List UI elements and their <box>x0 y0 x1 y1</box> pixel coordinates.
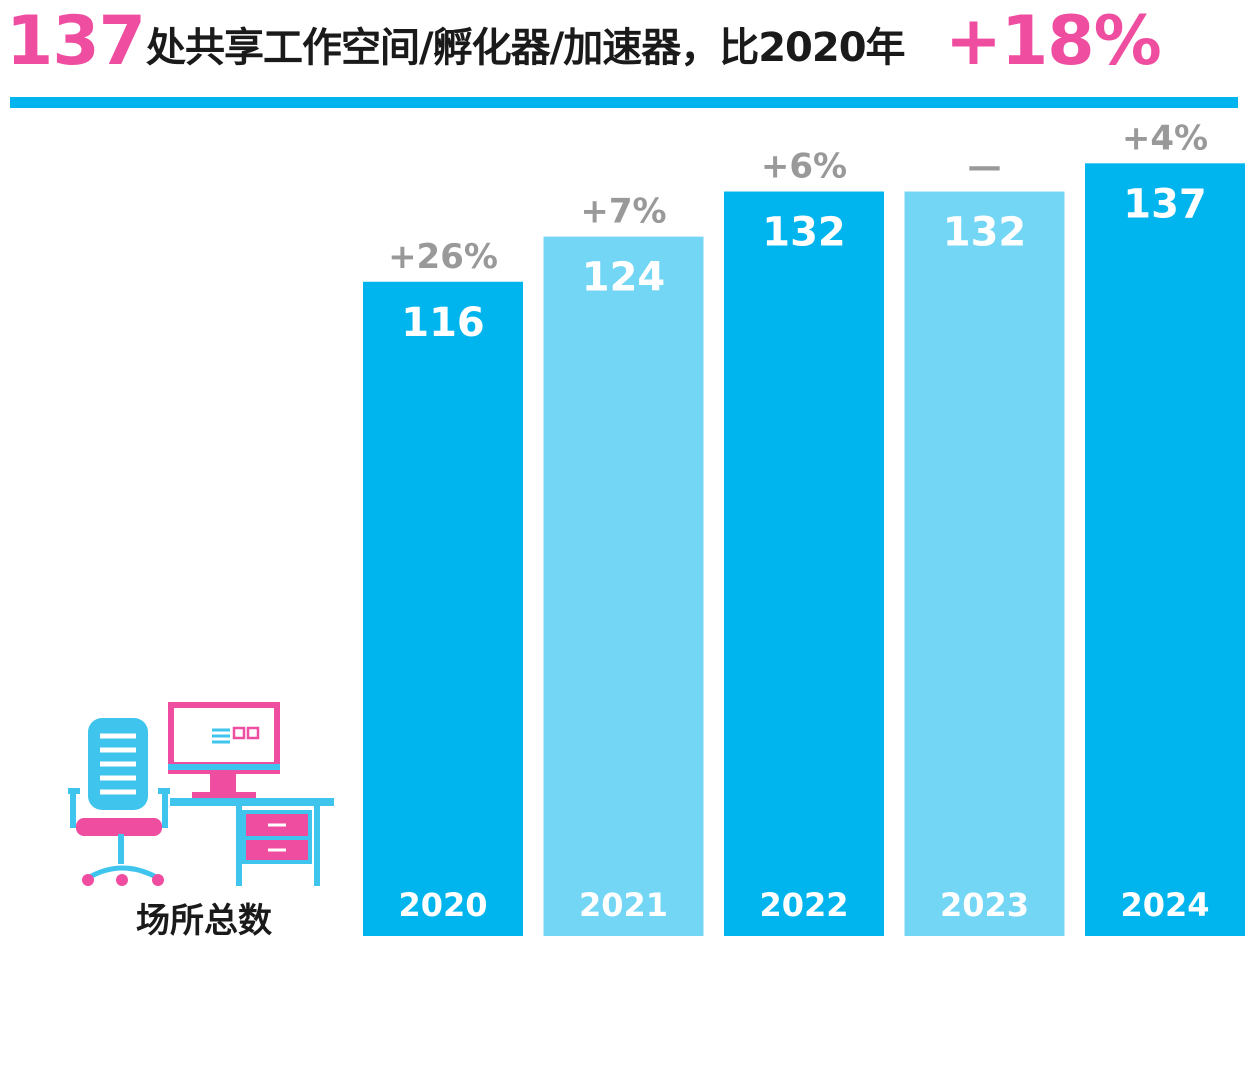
change-label-2021: +7% <box>580 192 666 232</box>
value-label-2023: 132 <box>943 210 1027 256</box>
headline-growth: +18% <box>945 2 1162 81</box>
value-label-2024: 137 <box>1123 181 1207 227</box>
headline-count: 137 <box>6 2 146 81</box>
bar-2023 <box>904 191 1065 936</box>
office-chair <box>68 718 170 886</box>
change-label-2023: — <box>968 147 1002 187</box>
value-label-2020: 116 <box>401 300 485 346</box>
category-label-2021: 2021 <box>579 886 668 924</box>
change-label-2020: +26% <box>388 237 498 277</box>
bar-2024 <box>1085 163 1245 936</box>
value-label-2021: 124 <box>582 255 666 301</box>
bar-2022 <box>724 191 884 936</box>
category-label-2020: 2020 <box>398 886 487 924</box>
category-label-2023: 2023 <box>940 886 1029 924</box>
value-label-2022: 132 <box>762 210 846 256</box>
metric-label: 场所总数 <box>136 901 272 941</box>
change-label-2024: +4% <box>1122 118 1208 158</box>
computer-monitor <box>168 702 280 798</box>
header: 137 处共享工作空间/孵化器/加速器，比2020年 +18% <box>0 0 1254 100</box>
headline-text: 处共享工作空间/孵化器/加速器，比2020年 <box>146 25 906 71</box>
desk-computer-chair-icon <box>68 702 334 886</box>
bar-2021 <box>543 236 704 936</box>
bar-2020 <box>363 281 523 936</box>
change-label-2022: +6% <box>761 147 847 187</box>
office-desk <box>170 798 334 886</box>
category-label-2024: 2024 <box>1120 886 1209 924</box>
category-label-2022: 2022 <box>759 886 848 924</box>
header-rule <box>10 97 1238 108</box>
